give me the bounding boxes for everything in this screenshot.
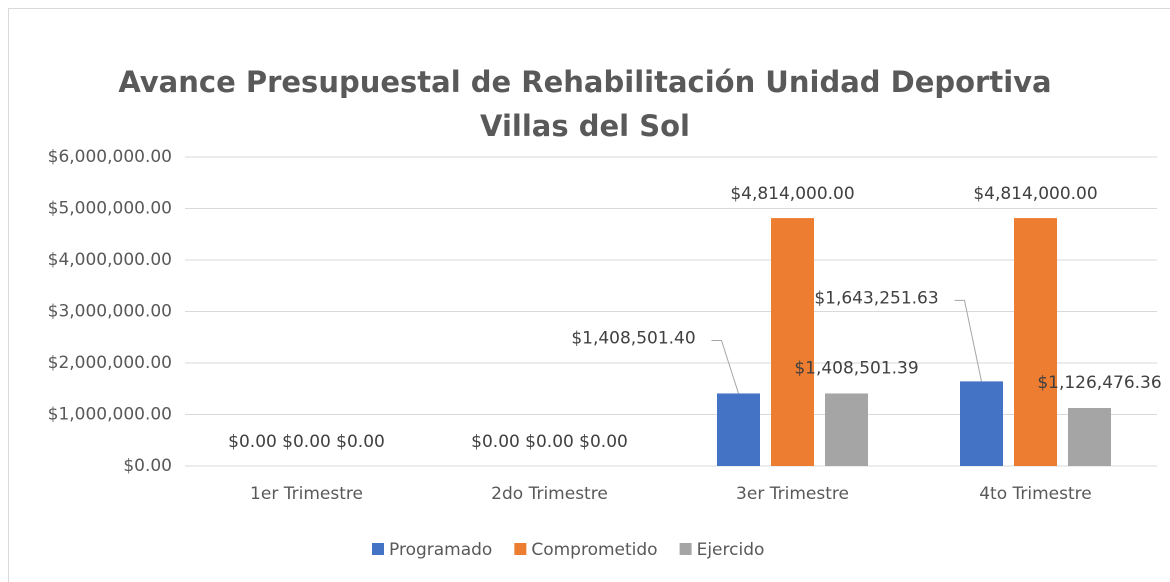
bar [825,393,868,466]
x-tick-label: 4to Trimestre [979,484,1092,504]
data-label: $0.00 [579,432,628,452]
chart-title: Avance Presupuestal de Rehabilitación Un… [118,65,1051,99]
legend-label: Ejercido [697,540,765,560]
y-tick-label: $2,000,000.00 [48,353,172,373]
bar [1014,218,1057,466]
legend-swatch [679,543,692,555]
y-tick-label: $0.00 [123,456,172,476]
y-tick-label: $3,000,000.00 [48,302,172,322]
data-label: $1,643,251.63 [814,288,938,308]
data-label: $4,814,000.00 [973,184,1097,204]
y-tick-label: $4,000,000.00 [48,250,172,270]
data-label: $1,408,501.39 [794,358,918,378]
data-label: $0.00 [525,432,574,452]
chart-title: Villas del Sol [480,109,690,143]
leader-line [954,299,982,382]
y-tick-label: $1,000,000.00 [48,405,172,425]
data-label: $0.00 [336,432,385,452]
legend-label: Comprometido [531,540,657,560]
y-tick-label: $6,000,000.00 [48,147,172,167]
data-label: $0.00 [471,432,520,452]
x-tick-label: 2do Trimestre [491,484,608,504]
x-tick-label: 1er Trimestre [250,484,363,504]
data-label: $1,126,476.36 [1037,373,1161,393]
bar [717,393,760,466]
bar [960,381,1003,466]
data-label: $1,408,501.40 [571,328,695,348]
leader-line [711,339,739,394]
data-label: $4,814,000.00 [730,184,854,204]
data-label: $0.00 [282,432,331,452]
legend-swatch [372,543,384,555]
data-label: $0.00 [228,432,277,452]
legend-label: Programado [389,540,492,560]
x-tick-label: 3er Trimestre [736,484,849,504]
bar [1068,407,1111,466]
chart-border [8,8,1170,582]
y-tick-label: $5,000,000.00 [48,199,172,219]
bar [771,218,814,466]
legend-swatch [514,543,527,555]
